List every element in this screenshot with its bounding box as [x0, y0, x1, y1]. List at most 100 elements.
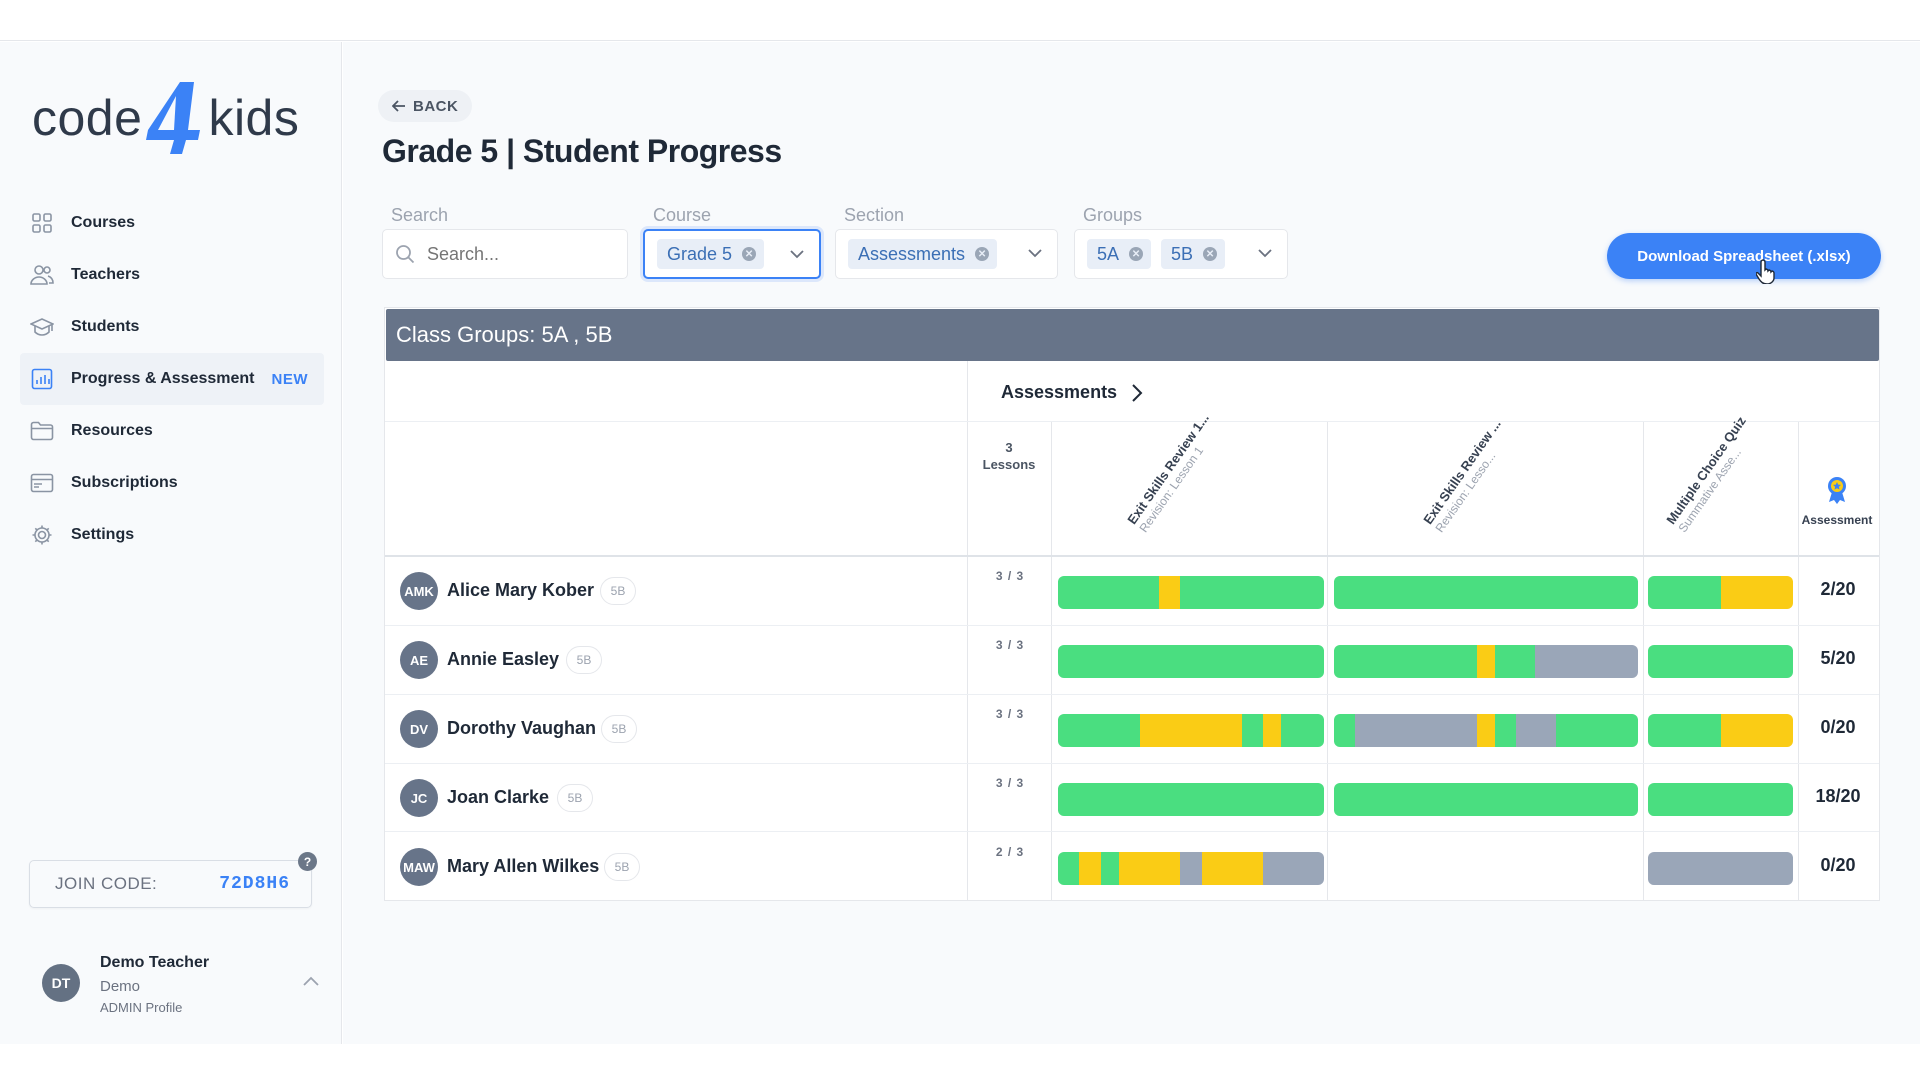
progress-bar[interactable] [1648, 783, 1793, 816]
sidebar-item-students[interactable]: Students [20, 301, 324, 353]
award-badge-icon [1828, 477, 1846, 504]
sidebar-item-resources[interactable]: Resources [20, 405, 324, 457]
progress-segment-yellow [1159, 576, 1181, 609]
progress-bar[interactable] [1334, 783, 1638, 816]
progress-bar[interactable] [1334, 576, 1638, 609]
table-row[interactable]: MAW Mary Allen Wilkes 5B 2 / 3 0/20 [385, 833, 1879, 902]
sidebar-item-label: Resources [71, 422, 153, 439]
chip-label: 5A [1097, 243, 1120, 264]
chevron-down-icon[interactable] [1257, 246, 1273, 264]
avatar: DV [400, 710, 438, 748]
divider [385, 421, 1879, 422]
chevron-up-icon[interactable] [302, 974, 320, 992]
progress-segment-green [1648, 714, 1721, 747]
graduation-cap-icon [30, 315, 54, 339]
back-label: BACK [413, 97, 459, 115]
remove-chip-icon[interactable]: ✕ [1203, 247, 1218, 261]
divider [1051, 421, 1052, 901]
sidebar-item-settings[interactable]: Settings [20, 509, 324, 561]
group-chip-5b: 5B ✕ [1161, 239, 1226, 269]
sidebar-item-progress-assessment[interactable]: Progress & Assessment NEW [20, 353, 324, 405]
progress-segment-green [1495, 645, 1535, 678]
table-row[interactable]: AE Annie Easley 5B 3 / 3 5/20 [385, 626, 1879, 695]
assessment-column-header: Assessment [1797, 476, 1877, 527]
student-name: Mary Allen Wilkes [447, 856, 600, 876]
sidebar-item-subscriptions[interactable]: Subscriptions [20, 457, 324, 509]
student-name: Annie Easley [447, 649, 560, 669]
progress-bar[interactable] [1058, 783, 1324, 816]
sidebar-item-label: Courses [71, 214, 136, 231]
avatar: MAW [400, 848, 438, 886]
bottom-bar [0, 1044, 1920, 1080]
progress-segment-green [1058, 714, 1141, 747]
course-label: Course [653, 205, 712, 225]
progress-segment-yellow [1720, 714, 1793, 747]
divider [385, 555, 1879, 557]
table-row[interactable]: DV Dorothy Vaughan 5B 3 / 3 0/20 [385, 695, 1879, 764]
join-code-box[interactable]: JOIN CODE: 72D8H6 [29, 860, 312, 908]
sidebar-item-teachers[interactable]: Teachers [20, 249, 324, 301]
user-profile[interactable]: DT Demo Teacher Demo ADMIN Profile [42, 952, 324, 1022]
student-name: Dorothy Vaughan [447, 718, 597, 738]
assessments-header[interactable]: Assessments [1001, 382, 1143, 403]
search-input[interactable] [427, 243, 617, 265]
progress-bar[interactable] [1334, 645, 1638, 678]
logo-text-left: code [32, 90, 143, 146]
course-chip: Grade 5 ✕ [657, 239, 765, 269]
course-select[interactable]: Grade 5 ✕ [643, 229, 821, 279]
grid-icon [30, 211, 54, 235]
progress-bar[interactable] [1648, 714, 1793, 747]
arrow-left-icon [392, 100, 405, 112]
sidebar-item-courses[interactable]: Courses [20, 197, 324, 249]
lesson-progress: 3 / 3 [995, 776, 1025, 790]
progress-bar[interactable] [1058, 576, 1324, 609]
chip-label: Grade 5 [667, 243, 733, 264]
lessons-number: 3 [1005, 440, 1013, 455]
group-badge: 5B [566, 646, 602, 674]
progress-segment-green [1058, 576, 1160, 609]
divider [385, 694, 1879, 695]
progress-bar[interactable] [1058, 714, 1324, 747]
progress-bar[interactable] [1648, 576, 1793, 609]
progress-bar[interactable] [1058, 645, 1324, 678]
progress-bar[interactable] [1648, 645, 1793, 678]
progress-bar[interactable] [1648, 852, 1793, 885]
chevron-right-icon [1132, 383, 1143, 402]
progress-segment-green [1058, 852, 1080, 885]
lesson-progress: 3 / 3 [995, 569, 1025, 583]
back-button[interactable]: BACK [378, 90, 473, 122]
progress-bar[interactable] [1058, 852, 1324, 885]
divider [385, 763, 1879, 764]
assessment-score: 18/20 [1815, 786, 1861, 806]
student-name: Alice Mary Kober [447, 580, 595, 600]
chevron-down-icon[interactable] [789, 247, 805, 265]
progress-segment-green [1555, 714, 1638, 747]
download-spreadsheet-button[interactable]: Download Spreadsheet (.xlsx) [1607, 233, 1881, 279]
progress-segment-green [1180, 576, 1324, 609]
divider [385, 831, 1879, 832]
groups-label: Groups [1083, 205, 1143, 225]
help-icon[interactable]: ? [298, 852, 317, 871]
table-row[interactable]: JC Joan Clarke 5B 3 / 3 18/20 [385, 764, 1879, 833]
remove-chip-icon[interactable]: ✕ [1129, 247, 1144, 261]
progress-segment-gray [1516, 714, 1556, 747]
groups-select[interactable]: 5A ✕ 5B ✕ [1074, 229, 1288, 279]
assessment-score: 0/20 [1820, 855, 1856, 875]
group-badge: 5B [600, 577, 636, 605]
progress-segment-green [1281, 714, 1324, 747]
avatar: AE [400, 641, 438, 679]
progress-segment-yellow [1476, 714, 1496, 747]
sidebar-item-label: Students [71, 318, 140, 335]
remove-chip-icon[interactable]: ✕ [742, 247, 757, 261]
user-name: Demo Teacher [100, 954, 210, 971]
chevron-down-icon[interactable] [1027, 246, 1043, 264]
logo-four-mark [144, 78, 206, 158]
search-field[interactable] [382, 229, 628, 279]
section-select[interactable]: Assessments ✕ [835, 229, 1058, 279]
progress-segment-green [1334, 783, 1638, 816]
table-row[interactable]: AMK Alice Mary Kober 5B 3 / 3 2/20 [385, 557, 1879, 626]
sidebar-item-label: Teachers [71, 266, 141, 283]
progress-bar[interactable] [1334, 714, 1638, 747]
new-badge: NEW [271, 370, 308, 388]
remove-chip-icon[interactable]: ✕ [975, 247, 990, 261]
